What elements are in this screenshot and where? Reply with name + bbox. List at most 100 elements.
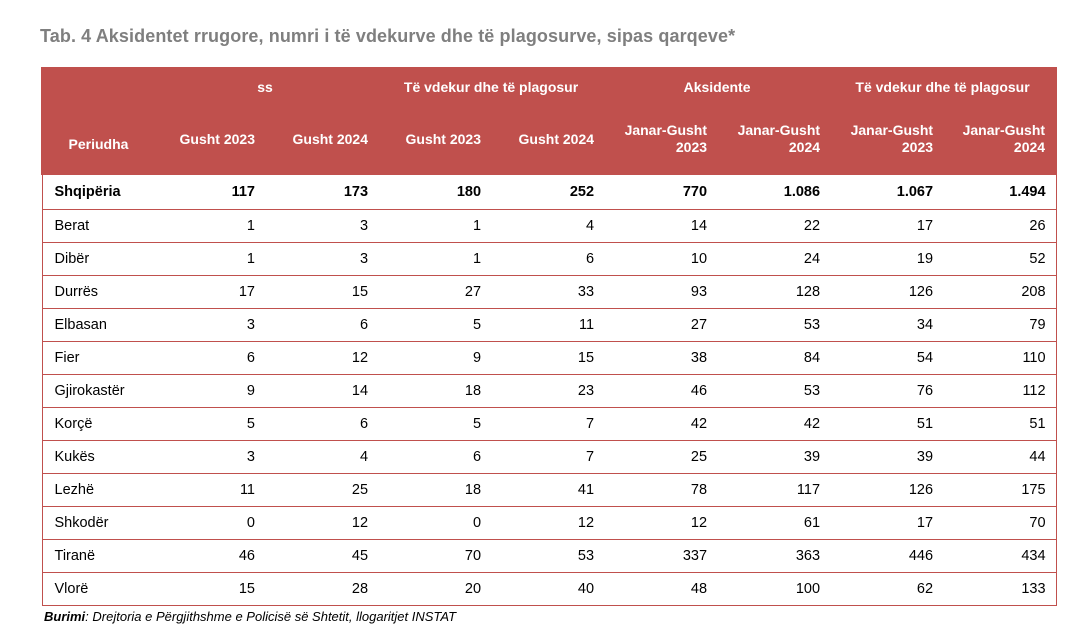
column-header-line: Gusht 2024 [518, 130, 595, 147]
value-cell: 34 [830, 308, 944, 342]
value-cell: 12 [265, 341, 379, 375]
value-cell: 128 [717, 275, 831, 309]
table-row: Dibër 1 3 1 6 10 24 19 52 [41, 242, 1057, 276]
value-cell: 18 [378, 473, 492, 507]
value-cell: 39 [717, 440, 831, 474]
value-cell: 3 [152, 308, 265, 342]
region-cell: Dibër [41, 242, 152, 276]
column-header-line: 2024 [788, 139, 821, 155]
value-cell: 41 [491, 473, 605, 507]
value-cell: 53 [717, 374, 831, 408]
value-cell: 4 [265, 440, 379, 474]
value-cell: 28 [265, 572, 379, 606]
value-cell: 27 [604, 308, 718, 342]
source-note: Burimi: Drejtoria e Përgjithshme e Polic… [44, 609, 456, 624]
value-cell: 5 [378, 308, 492, 342]
region-cell: Vlorë [41, 572, 152, 606]
value-cell: 11 [491, 308, 605, 342]
value-cell: 93 [604, 275, 718, 309]
value-cell: 18 [378, 374, 492, 408]
value-cell: 117 [152, 173, 265, 210]
value-cell: 17 [830, 209, 944, 243]
value-cell: 446 [830, 539, 944, 573]
value-cell: 25 [265, 473, 379, 507]
table-row: Korçë 5 6 5 7 42 42 51 51 [41, 407, 1057, 441]
value-cell: 9 [152, 374, 265, 408]
region-cell: Berat [41, 209, 152, 243]
group-header: ss [152, 67, 379, 105]
value-cell: 100 [717, 572, 831, 606]
region-cell: Kukës [41, 440, 152, 474]
value-cell: 84 [717, 341, 831, 375]
value-cell: 1 [152, 209, 265, 243]
table-row: Tiranë 46 45 70 53 337 363 446 434 [41, 539, 1057, 573]
group-header: Aksidente [604, 67, 831, 105]
table-row: Gjirokastër 9 14 18 23 46 53 76 112 [41, 374, 1057, 408]
header-group-row: Periudha ss Të vdekur dhe të plagosur Ak… [42, 67, 1057, 174]
column-header: Gusht 2023 [378, 105, 492, 174]
column-header-line: 2023 [901, 139, 934, 155]
header-period-row: Gusht 2023 Gusht 2024 Gusht 2023 Gusht 2024… [42, 105, 1057, 174]
column-header-line: 2023 [675, 139, 708, 155]
value-cell: 0 [152, 506, 265, 540]
column-header-line: Gusht 2023 [179, 130, 255, 147]
value-cell: 51 [830, 407, 944, 441]
value-cell: 252 [491, 173, 605, 210]
value-cell: 54 [830, 341, 944, 375]
group-header: Të vdekur dhe të plagosur [378, 67, 605, 105]
value-cell: 33 [491, 275, 605, 309]
value-cell: 14 [604, 209, 718, 243]
value-cell: 133 [943, 572, 1057, 606]
column-header: Gusht 2024 [491, 105, 605, 174]
column-header-line: Janar-Gusht [962, 122, 1046, 138]
value-cell: 53 [491, 539, 605, 573]
value-cell: 208 [943, 275, 1057, 309]
value-cell: 51 [943, 407, 1057, 441]
column-header-line: Janar-Gusht [737, 122, 821, 138]
column-header: Janar-Gusht 2023 [604, 105, 718, 174]
value-cell: 39 [830, 440, 944, 474]
value-cell: 434 [943, 539, 1057, 573]
value-cell: 45 [265, 539, 379, 573]
value-cell: 6 [265, 407, 379, 441]
region-cell: Gjirokastër [41, 374, 152, 408]
value-cell: 52 [943, 242, 1057, 276]
value-cell: 6 [152, 341, 265, 375]
value-cell: 22 [717, 209, 831, 243]
source-label: Burimi [44, 609, 86, 624]
value-cell: 9 [378, 341, 492, 375]
table-row: Kukës 3 4 6 7 25 39 39 44 [41, 440, 1057, 474]
value-cell: 1.494 [943, 173, 1057, 210]
region-cell: Shqipëria [41, 173, 152, 210]
table-row: Berat 1 3 1 4 14 22 17 26 [41, 209, 1057, 243]
value-cell: 70 [943, 506, 1057, 540]
region-cell: Korçë [41, 407, 152, 441]
value-cell: 79 [943, 308, 1057, 342]
value-cell: 17 [830, 506, 944, 540]
value-cell: 53 [717, 308, 831, 342]
value-cell: 42 [717, 407, 831, 441]
value-cell: 4 [491, 209, 605, 243]
table-row: Elbasan 3 6 5 11 27 53 34 79 [41, 308, 1057, 342]
value-cell: 175 [943, 473, 1057, 507]
region-cell: Elbasan [41, 308, 152, 342]
value-cell: 6 [491, 242, 605, 276]
value-cell: 20 [378, 572, 492, 606]
value-cell: 76 [830, 374, 944, 408]
value-cell: 15 [152, 572, 265, 606]
column-header: Janar-Gusht 2023 [830, 105, 944, 174]
column-header: Gusht 2024 [265, 105, 379, 174]
table-row: Shkodër 0 12 0 12 12 61 17 70 [41, 506, 1057, 540]
value-cell: 10 [604, 242, 718, 276]
value-cell: 5 [152, 407, 265, 441]
value-cell: 112 [943, 374, 1057, 408]
value-cell: 126 [830, 275, 944, 309]
region-cell: Durrës [41, 275, 152, 309]
value-cell: 14 [265, 374, 379, 408]
value-cell: 27 [378, 275, 492, 309]
value-cell: 1 [378, 242, 492, 276]
table-row: Vlorë 15 28 20 40 48 100 62 133 [41, 572, 1057, 606]
column-header: Janar-Gusht 2024 [717, 105, 831, 174]
value-cell: 46 [152, 539, 265, 573]
region-cell: Fier [41, 341, 152, 375]
